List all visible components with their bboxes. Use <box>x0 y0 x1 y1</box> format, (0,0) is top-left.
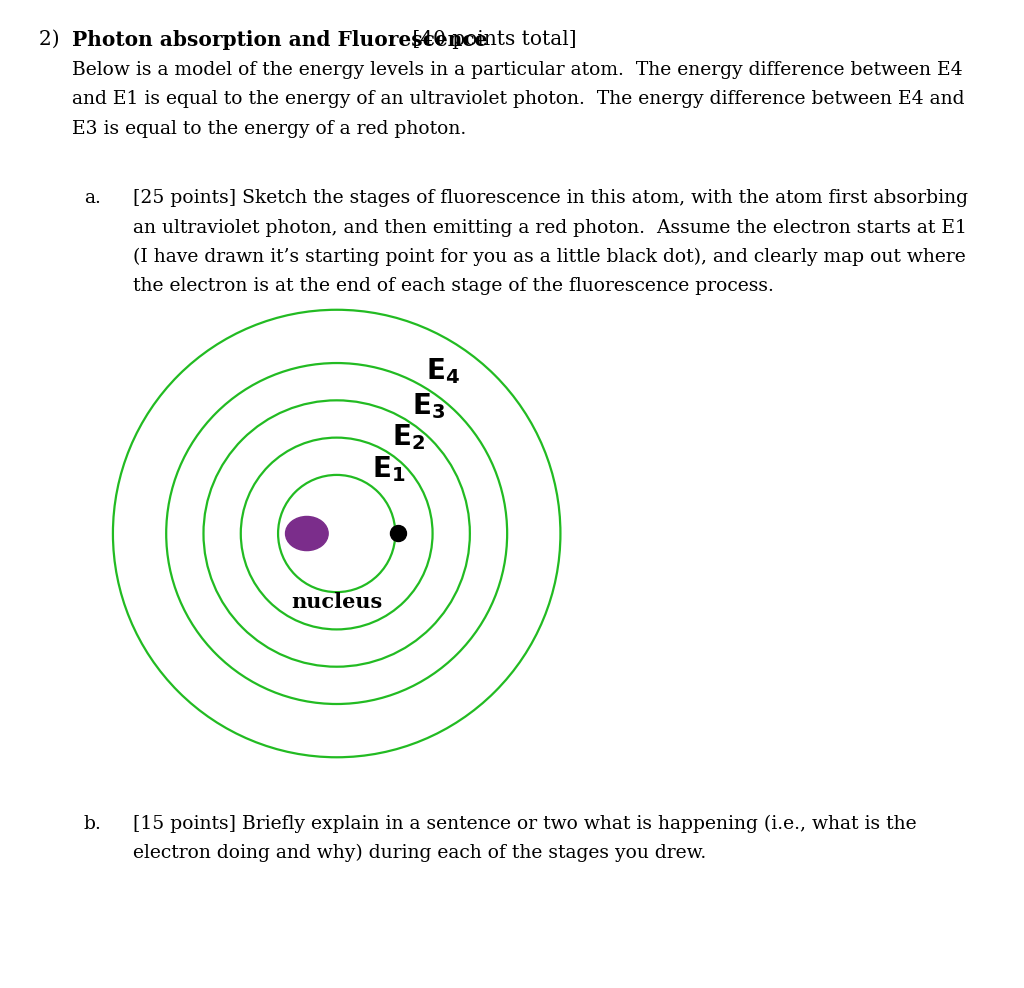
Text: electron doing and why) during each of the stages you drew.: electron doing and why) during each of t… <box>133 844 707 863</box>
Text: $\mathbf{E_2}$: $\mathbf{E_2}$ <box>392 423 425 453</box>
Text: Below is a model of the energy levels in a particular atom.  The energy differen: Below is a model of the energy levels in… <box>72 61 963 79</box>
Text: $\mathbf{E_3}$: $\mathbf{E_3}$ <box>412 391 444 421</box>
Text: [15 points] Briefly explain in a sentence or two what is happening (i.e., what i: [15 points] Briefly explain in a sentenc… <box>133 815 916 833</box>
Text: an ultraviolet photon, and then emitting a red photon.  Assume the electron star: an ultraviolet photon, and then emitting… <box>133 218 967 237</box>
Text: (I have drawn it’s starting point for you as a little black dot), and clearly ma: (I have drawn it’s starting point for yo… <box>133 248 966 266</box>
Text: $\mathbf{E_4}$: $\mathbf{E_4}$ <box>426 356 460 386</box>
Text: E3 is equal to the energy of a red photon.: E3 is equal to the energy of a red photo… <box>72 120 466 137</box>
Text: and E1 is equal to the energy of an ultraviolet photon.  The energy difference b: and E1 is equal to the energy of an ultr… <box>72 91 965 109</box>
Circle shape <box>390 526 407 541</box>
Text: a.: a. <box>84 190 100 207</box>
Text: 2): 2) <box>39 30 73 48</box>
Text: $\mathbf{E_1}$: $\mathbf{E_1}$ <box>372 454 406 484</box>
Text: [25 points] Sketch the stages of fluorescence in this atom, with the atom first : [25 points] Sketch the stages of fluores… <box>133 190 968 207</box>
Text: b.: b. <box>84 815 101 833</box>
Text: the electron is at the end of each stage of the fluorescence process.: the electron is at the end of each stage… <box>133 277 774 295</box>
Ellipse shape <box>286 517 328 550</box>
Text: nucleus: nucleus <box>291 592 382 613</box>
Text: Photon absorption and Fluorescence: Photon absorption and Fluorescence <box>72 30 487 49</box>
Text: [40 points total]: [40 points total] <box>406 30 577 48</box>
